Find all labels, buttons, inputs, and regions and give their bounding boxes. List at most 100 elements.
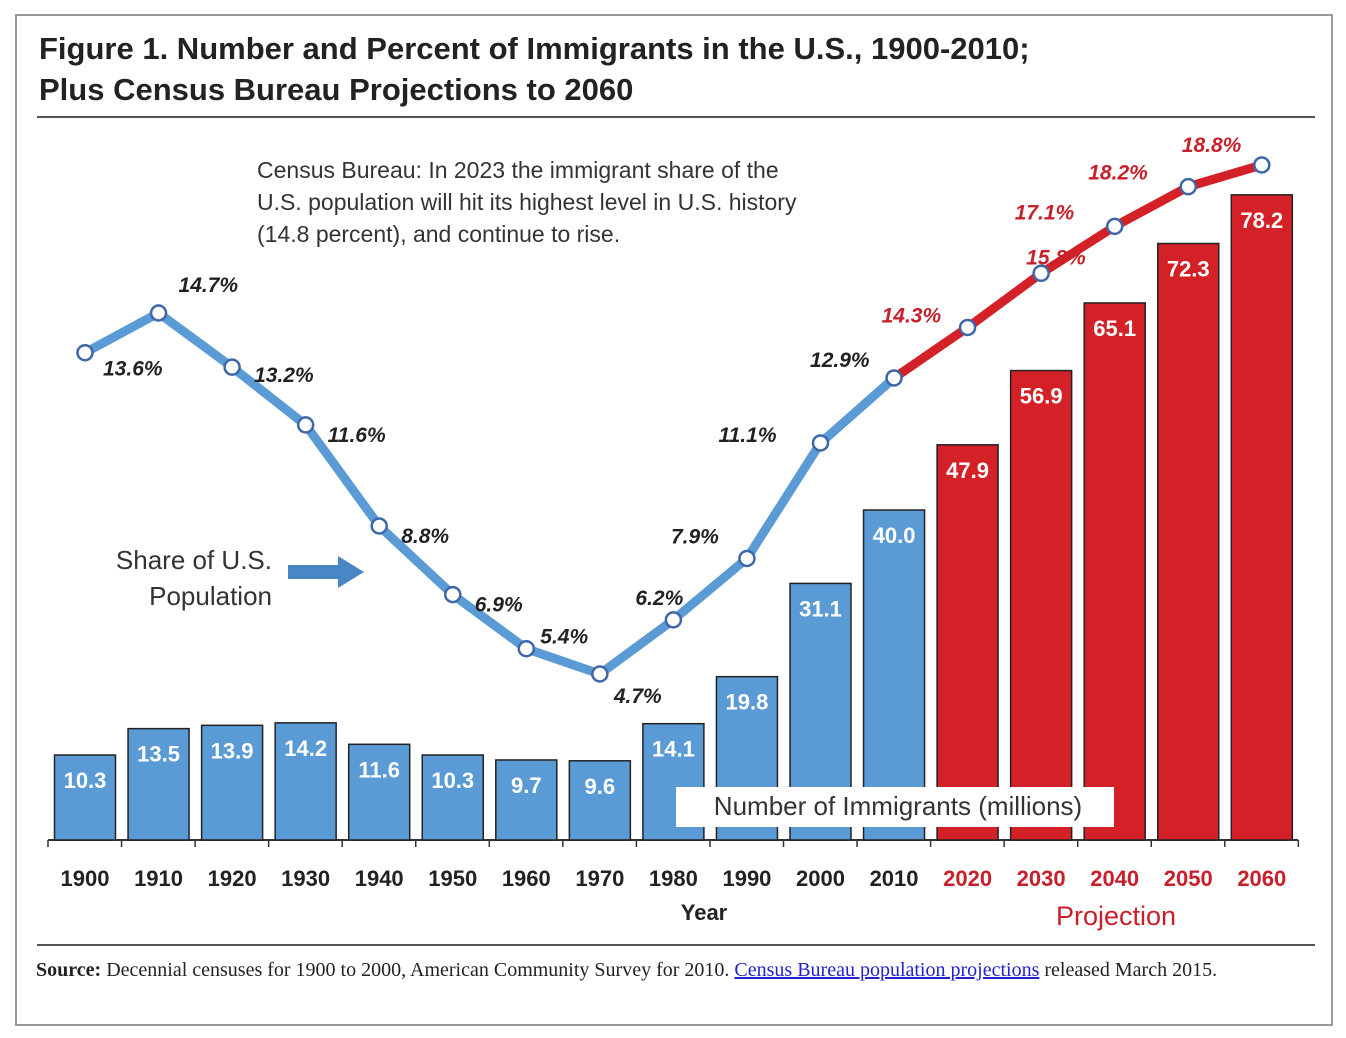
share-marker-1990	[738, 549, 756, 568]
title-line-2: Plus Census Bureau Projections to 2060	[39, 72, 634, 107]
bar-legend-box	[676, 787, 1114, 827]
share-marker-1970	[591, 665, 609, 683]
bar-value-label: 47.9	[946, 458, 989, 483]
x-tick-label: 2060	[1237, 866, 1286, 891]
x-tick-label: 1990	[722, 866, 771, 891]
share-line-historical	[82, 308, 898, 679]
bar-1960	[495, 759, 558, 841]
bar-series-label: Number of Immigrants (millions)	[714, 791, 1082, 821]
source-note: Source: Decennial censuses for 1900 to 2…	[36, 956, 1326, 985]
share-marker-1950	[444, 585, 462, 604]
x-tick-label: 2020	[943, 866, 992, 891]
bar-value-label: 13.9	[211, 738, 254, 763]
title-divider	[37, 116, 1315, 118]
share-marker-1980	[664, 611, 683, 629]
annotation-line-2: U.S. population will hit its highest lev…	[257, 189, 797, 215]
share-value-label: 5.4%	[540, 626, 588, 649]
x-tick-label: 1960	[502, 866, 551, 891]
share-value-label: 18.2%	[1088, 162, 1148, 185]
share-value-label: 13.2%	[254, 364, 314, 387]
share-marker-1960	[517, 639, 536, 658]
share-value-label: 14.3%	[882, 304, 942, 327]
bar-value-label: 72.3	[1167, 257, 1210, 282]
source-text: Decennial censuses for 1900 to 2000, Ame…	[101, 959, 735, 981]
bar-1910	[127, 727, 190, 841]
share-value-label: 17.1%	[1015, 201, 1075, 224]
x-tick-label: 2000	[796, 866, 845, 891]
x-tick-label: 2050	[1164, 866, 1213, 891]
share-marker-1900	[76, 343, 94, 362]
x-tick-label: 1920	[208, 866, 257, 891]
x-axis-label: Year	[681, 900, 728, 925]
bar-2050	[1157, 242, 1220, 841]
x-tick-label: 1950	[428, 866, 477, 891]
bar-value-label: 19.8	[726, 690, 769, 715]
bar-1950	[421, 754, 484, 841]
bar-2060	[1230, 194, 1294, 841]
bar-1900	[53, 754, 117, 841]
share-marker-2060	[1253, 156, 1271, 174]
source-tail: released March 2015.	[1039, 959, 1218, 981]
share-marker-1940	[370, 517, 388, 535]
share-marker-1930	[296, 416, 315, 434]
title-line-1: Figure 1. Number and Percent of Immigran…	[39, 31, 1030, 66]
x-tick-label: 2030	[1017, 866, 1066, 891]
share-value-label: 11.1%	[719, 424, 777, 447]
chart-title: Figure 1. Number and Percent of Immigran…	[39, 28, 1030, 110]
share-label-2: Population	[149, 581, 272, 611]
projections-link[interactable]: Census Bureau population projections	[734, 959, 1040, 981]
annotation-line-3: (14.8 percent), and continue to rise.	[257, 221, 620, 247]
x-tick-label: 1980	[649, 866, 698, 891]
share-marker-2020	[958, 318, 977, 337]
bar-value-label: 40.0	[873, 523, 916, 548]
projection-label: Projection	[1056, 901, 1176, 931]
share-value-label: 6.9%	[475, 594, 523, 617]
share-value-label: 18.8%	[1182, 134, 1242, 157]
bar-value-label: 31.1	[799, 596, 842, 621]
bar-2040	[1083, 302, 1146, 841]
x-tick-label: 1940	[355, 866, 404, 891]
x-tick-label: 2040	[1090, 866, 1139, 891]
x-tick-label: 1970	[575, 866, 624, 891]
bar-2010	[862, 509, 926, 841]
source-label: Source:	[36, 959, 102, 981]
share-value-label: 13.6%	[103, 358, 163, 381]
bar-value-label: 10.3	[431, 768, 474, 793]
bar-2020	[936, 444, 999, 841]
bar-value-label: 10.3	[64, 768, 107, 793]
bar-1970	[568, 760, 632, 841]
x-tick-label: 1910	[134, 866, 183, 891]
x-tick-label: 2010	[870, 866, 919, 891]
share-value-label: 6.2%	[635, 587, 683, 610]
source-divider	[37, 944, 1315, 946]
x-tick-label: 1900	[61, 866, 110, 891]
bar-value-label: 56.9	[1020, 384, 1063, 409]
bar-1940	[347, 743, 411, 841]
bar-value-label: 13.5	[137, 742, 180, 767]
bar-value-label: 14.2	[284, 736, 327, 761]
share-marker-2010	[885, 369, 903, 387]
bar-value-label: 65.1	[1093, 316, 1136, 341]
share-marker-2050	[1179, 177, 1197, 196]
share-marker-2030	[1032, 264, 1050, 283]
annotation-line-1: Census Bureau: In 2023 the immigrant sha…	[257, 157, 779, 183]
share-value-label: 14.7%	[179, 274, 239, 297]
share-arrow-icon	[288, 556, 364, 588]
share-marker-2000	[811, 434, 830, 452]
share-value-label: 8.8%	[401, 525, 449, 548]
bar-value-label: 11.6	[358, 757, 400, 782]
x-tick-label: 1930	[281, 866, 330, 891]
bar-value-label: 9.6	[585, 774, 616, 799]
share-marker-1910	[149, 304, 168, 322]
bar-1930	[274, 722, 337, 841]
bar-1920	[200, 724, 264, 841]
bar-value-label: 78.2	[1240, 208, 1283, 233]
bar-value-label: 9.7	[511, 773, 542, 798]
figure-frame	[15, 14, 1333, 1026]
bar-2030	[1009, 369, 1073, 841]
bar-value-label: 14.1	[652, 737, 695, 762]
share-value-label: 11.6%	[328, 424, 386, 447]
share-label-1: Share of U.S.	[116, 545, 272, 575]
